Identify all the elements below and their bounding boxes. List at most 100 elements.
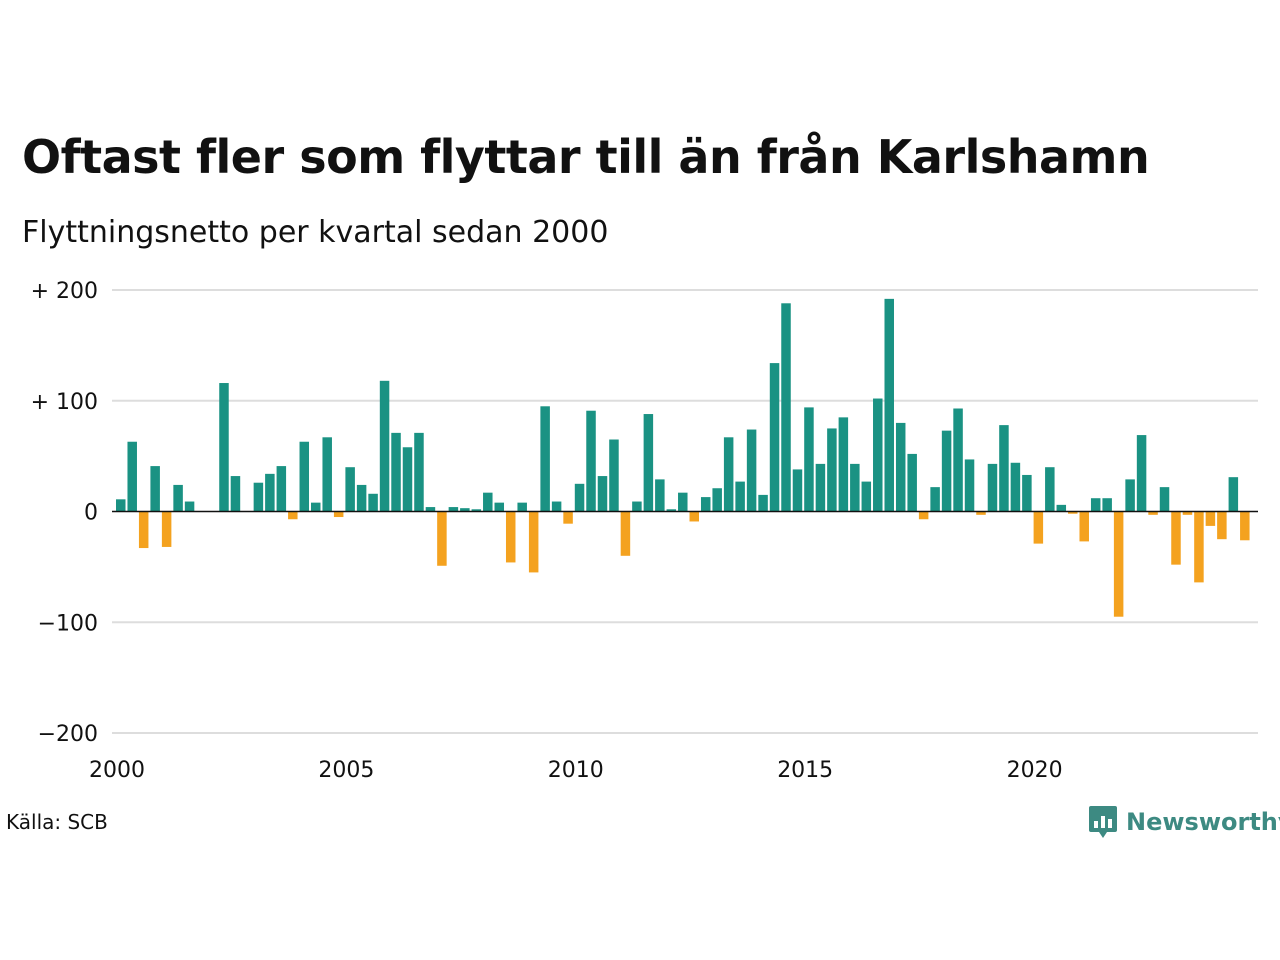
bar [528, 511, 539, 573]
bar [391, 432, 401, 512]
bar [1205, 511, 1216, 526]
bar [1159, 487, 1170, 512]
bar [678, 492, 688, 512]
y-tick-label: 0 [84, 501, 98, 526]
bar [574, 483, 585, 512]
bar [460, 508, 470, 512]
bar [345, 467, 355, 512]
bar [402, 447, 413, 512]
bar [838, 417, 849, 512]
bar [288, 511, 298, 520]
bar [494, 502, 505, 512]
bar [999, 425, 1009, 512]
bar [815, 463, 826, 512]
bar [379, 380, 390, 512]
bar [1194, 511, 1204, 583]
bar [792, 469, 803, 512]
bar [884, 298, 894, 512]
x-tick-label: 2020 [1007, 758, 1063, 783]
bar [1022, 474, 1032, 512]
bar [586, 410, 596, 512]
bar [1228, 477, 1239, 512]
bar [735, 481, 745, 512]
bar [116, 499, 126, 512]
grid-lines [112, 289, 1258, 734]
bar [1045, 467, 1055, 512]
chart-title: Oftast fler som flyttar till än från Kar… [22, 130, 1150, 184]
bar [448, 507, 459, 512]
bar [127, 441, 137, 512]
bar [964, 459, 975, 512]
bar [1079, 511, 1089, 542]
bar [712, 488, 722, 512]
bar [356, 484, 367, 512]
bar [471, 509, 482, 512]
bar [310, 502, 321, 512]
bar [655, 479, 665, 512]
bar [540, 406, 550, 512]
x-tick-label: 2015 [777, 758, 833, 783]
brand-logo: Newsworthy [1088, 803, 1280, 841]
bar [930, 487, 940, 512]
bar [517, 502, 527, 512]
bar [333, 511, 344, 518]
bar [322, 437, 332, 512]
source-note: Källa: SCB [6, 810, 108, 834]
bar [276, 466, 287, 512]
bar [689, 511, 699, 522]
bar [976, 511, 986, 515]
bar [873, 398, 883, 512]
bar [827, 428, 837, 512]
bar [437, 511, 447, 566]
y-tick-label: −200 [38, 722, 98, 747]
bar [723, 437, 734, 512]
bar [700, 497, 711, 512]
bar [1056, 504, 1067, 512]
y-axis-labels: + 200 + 100 0 −100 −200 [31, 279, 98, 747]
bar [895, 422, 906, 512]
bar [746, 429, 757, 512]
bar [1148, 511, 1158, 515]
bar [150, 466, 160, 512]
bar [769, 363, 780, 512]
x-tick-label: 2005 [318, 758, 374, 783]
bar [1010, 462, 1021, 512]
bar [230, 476, 241, 512]
bar [1171, 511, 1181, 565]
bars [116, 298, 1250, 617]
brand-name: Newsworthy [1126, 808, 1280, 836]
bar [643, 414, 654, 512]
bar [161, 511, 172, 547]
bar [253, 482, 264, 512]
bar [184, 501, 195, 512]
bar [299, 441, 310, 512]
bar [1068, 511, 1078, 514]
bar [907, 453, 917, 512]
bar [425, 507, 436, 512]
bar [551, 501, 562, 512]
bar [861, 481, 872, 512]
bar [1217, 511, 1227, 540]
bar [632, 501, 642, 512]
bar [987, 463, 998, 512]
bar [804, 407, 814, 512]
bar [219, 383, 229, 512]
bar [918, 511, 929, 520]
y-tick-label: + 200 [31, 279, 98, 304]
bar [1033, 511, 1044, 544]
bar [1182, 511, 1193, 515]
y-tick-label: + 100 [31, 390, 98, 415]
bar [609, 439, 619, 512]
x-tick-label: 2000 [89, 758, 145, 783]
x-tick-label: 2010 [548, 758, 604, 783]
bar [563, 511, 573, 524]
bar [620, 511, 631, 556]
x-axis-labels: 2000 2005 2010 2015 2020 [89, 758, 1063, 783]
bar [414, 432, 424, 512]
bar [781, 303, 791, 512]
bar [666, 509, 677, 512]
bar [953, 408, 963, 512]
newsworthy-chart-icon [1089, 806, 1117, 838]
bar [368, 493, 378, 512]
